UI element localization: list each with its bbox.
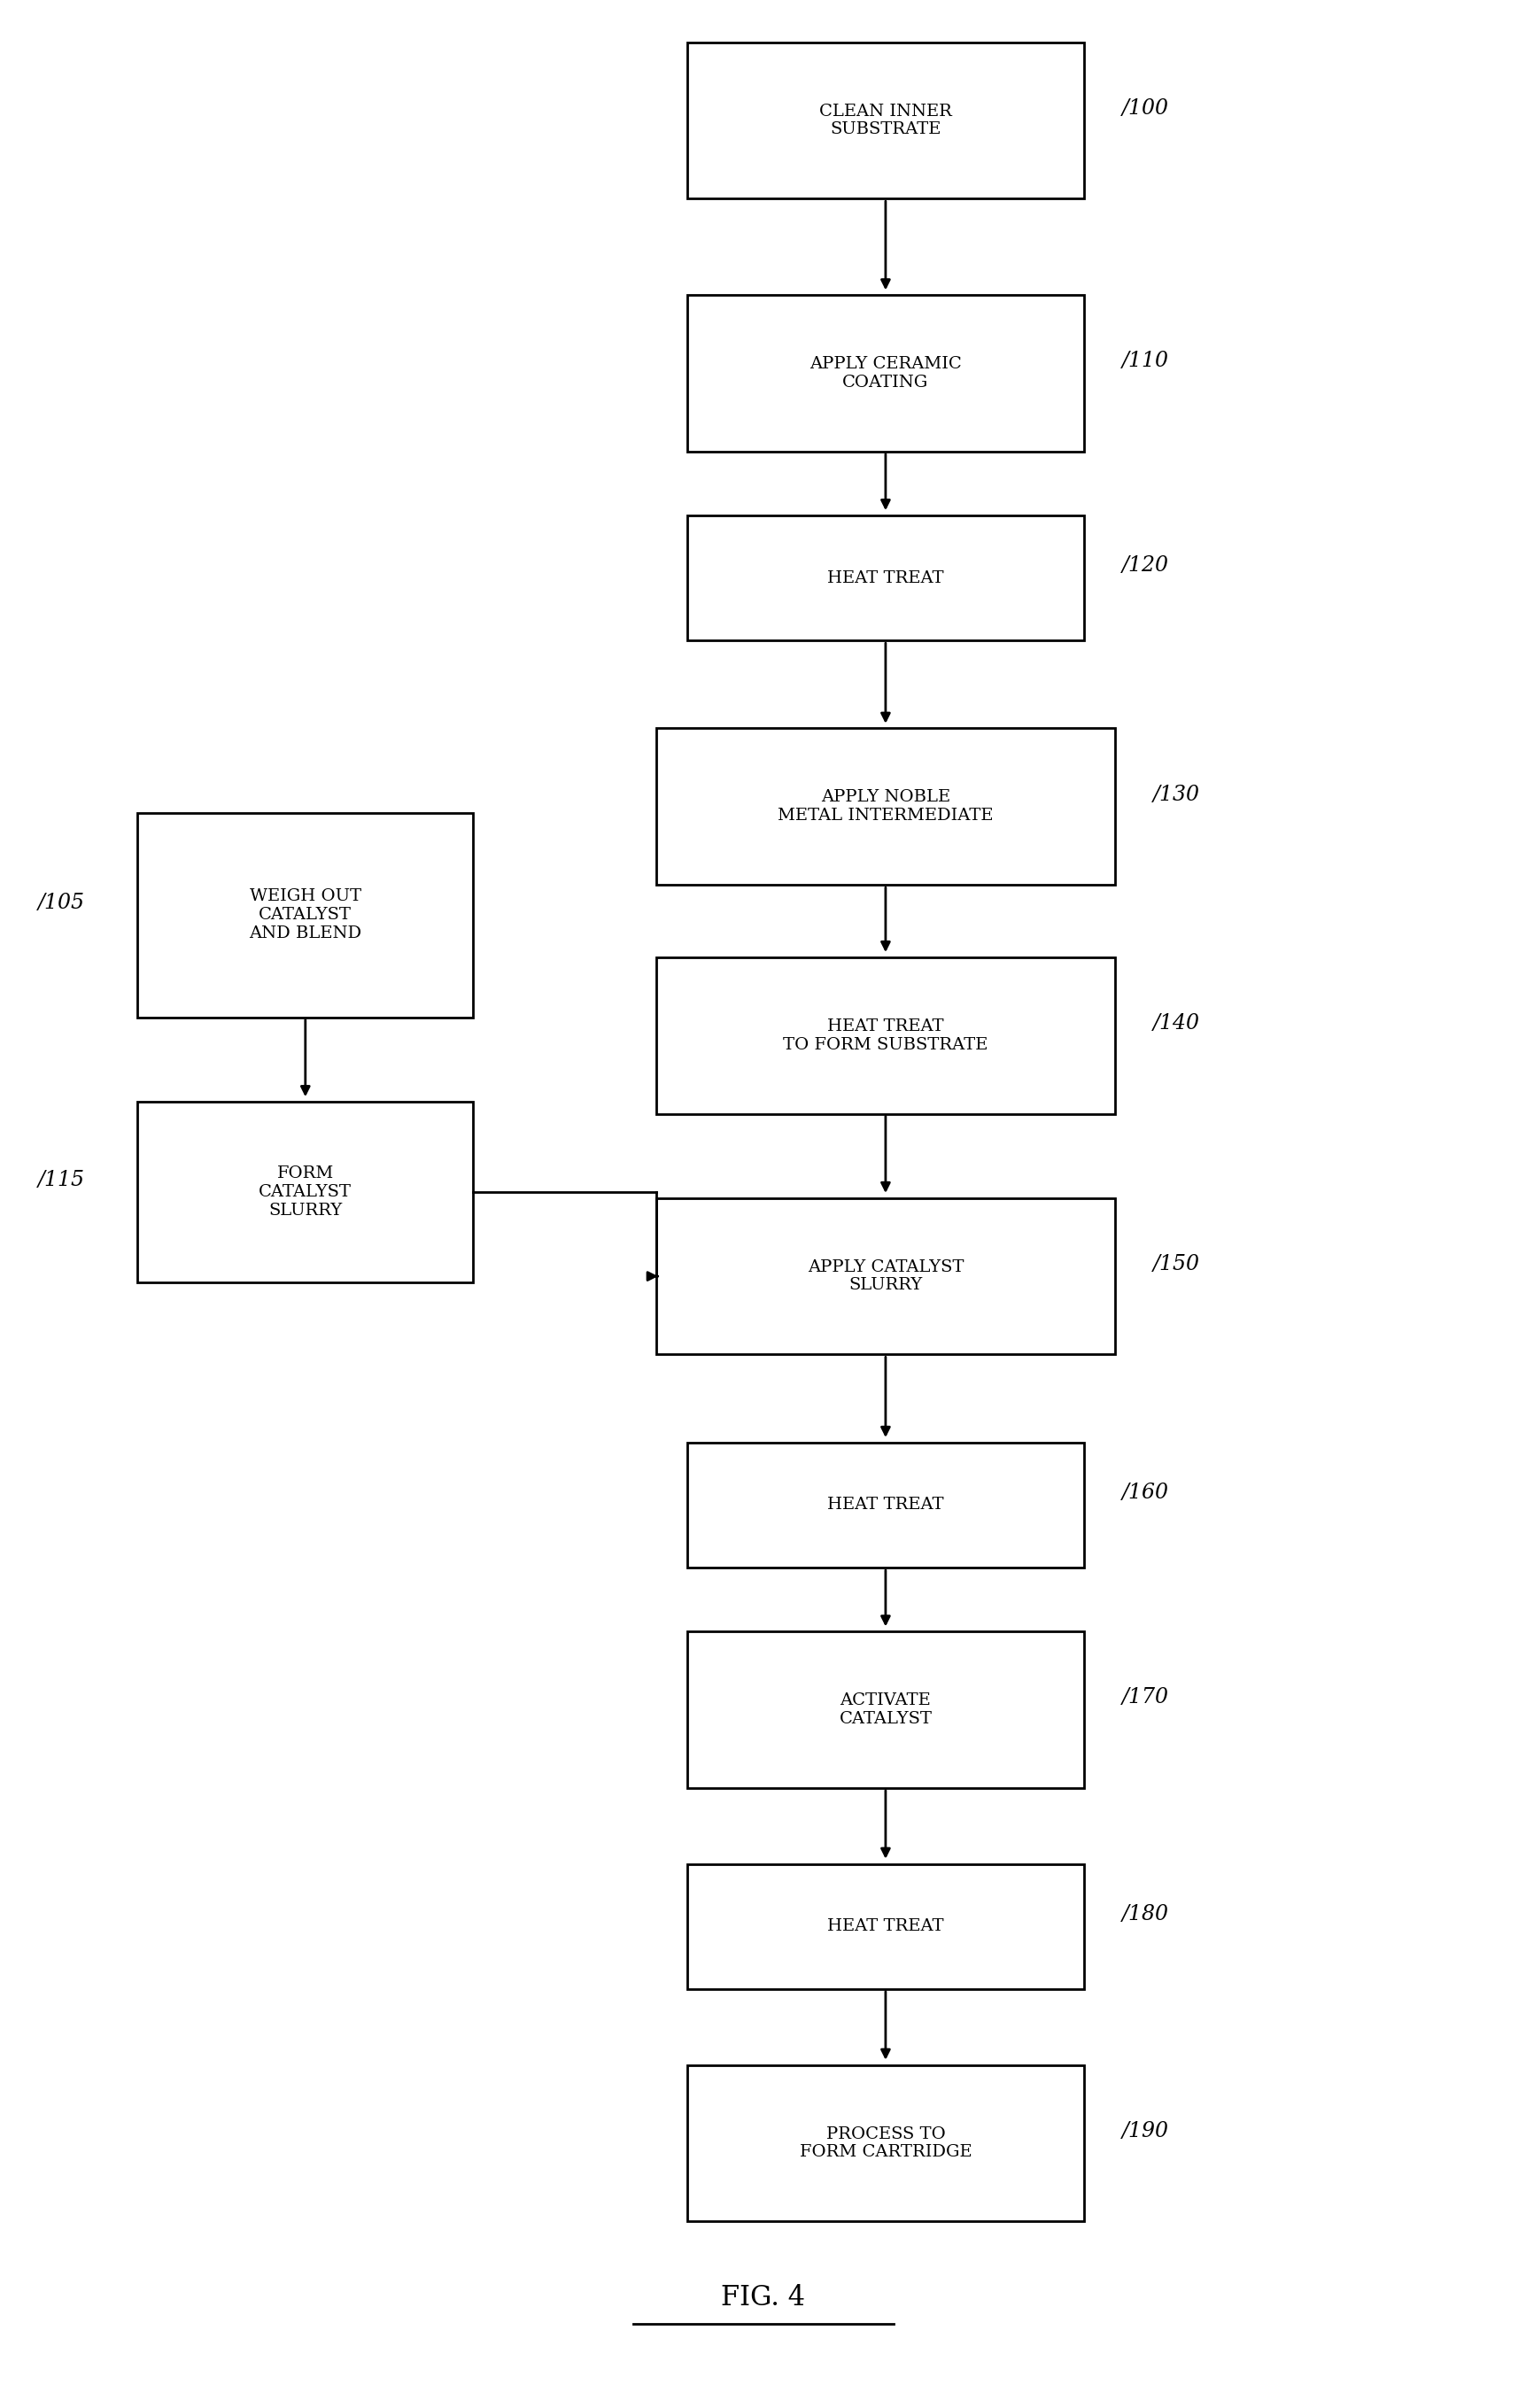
FancyBboxPatch shape (687, 2064, 1083, 2220)
Text: /115: /115 (38, 1170, 85, 1190)
Text: /140: /140 (1152, 1014, 1199, 1033)
Text: FIG. 4: FIG. 4 (720, 2285, 806, 2312)
Text: HEAT TREAT: HEAT TREAT (827, 1498, 943, 1512)
Text: /110: /110 (1122, 352, 1169, 371)
FancyBboxPatch shape (687, 41, 1083, 200)
Text: FORM
CATALYST
SLURRY: FORM CATALYST SLURRY (259, 1165, 351, 1218)
Text: PROCESS TO
FORM CARTRIDGE: PROCESS TO FORM CARTRIDGE (800, 2126, 971, 2160)
Text: HEAT TREAT
TO FORM SUBSTRATE: HEAT TREAT TO FORM SUBSTRATE (783, 1019, 987, 1052)
Text: /100: /100 (1122, 99, 1169, 118)
Text: ACTIVATE
CATALYST: ACTIVATE CATALYST (839, 1693, 931, 1727)
Text: WEIGH OUT
CATALYST
AND BLEND: WEIGH OUT CATALYST AND BLEND (249, 889, 362, 942)
FancyBboxPatch shape (687, 1442, 1083, 1568)
Text: APPLY CATALYST
SLURRY: APPLY CATALYST SLURRY (807, 1259, 963, 1293)
Text: APPLY CERAMIC
COATING: APPLY CERAMIC COATING (809, 356, 961, 390)
FancyBboxPatch shape (656, 727, 1114, 884)
FancyBboxPatch shape (656, 1199, 1114, 1353)
Text: CLEAN INNER
SUBSTRATE: CLEAN INNER SUBSTRATE (819, 104, 951, 137)
Text: HEAT TREAT: HEAT TREAT (827, 1919, 943, 1934)
Text: /105: /105 (38, 893, 85, 913)
FancyBboxPatch shape (687, 1864, 1083, 1989)
Text: /160: /160 (1122, 1483, 1169, 1503)
FancyBboxPatch shape (687, 296, 1083, 453)
Text: APPLY NOBLE
METAL INTERMEDIATE: APPLY NOBLE METAL INTERMEDIATE (777, 790, 993, 824)
Text: /120: /120 (1122, 556, 1169, 576)
Text: /190: /190 (1122, 2121, 1169, 2141)
Text: HEAT TREAT: HEAT TREAT (827, 571, 943, 585)
FancyBboxPatch shape (137, 814, 473, 1016)
FancyBboxPatch shape (687, 515, 1083, 641)
FancyBboxPatch shape (687, 1633, 1083, 1787)
Text: /130: /130 (1152, 785, 1199, 804)
Text: /170: /170 (1122, 1688, 1169, 1707)
FancyBboxPatch shape (137, 1103, 473, 1281)
Text: /180: /180 (1122, 1905, 1169, 1924)
Text: /150: /150 (1152, 1255, 1199, 1274)
FancyBboxPatch shape (656, 956, 1114, 1112)
